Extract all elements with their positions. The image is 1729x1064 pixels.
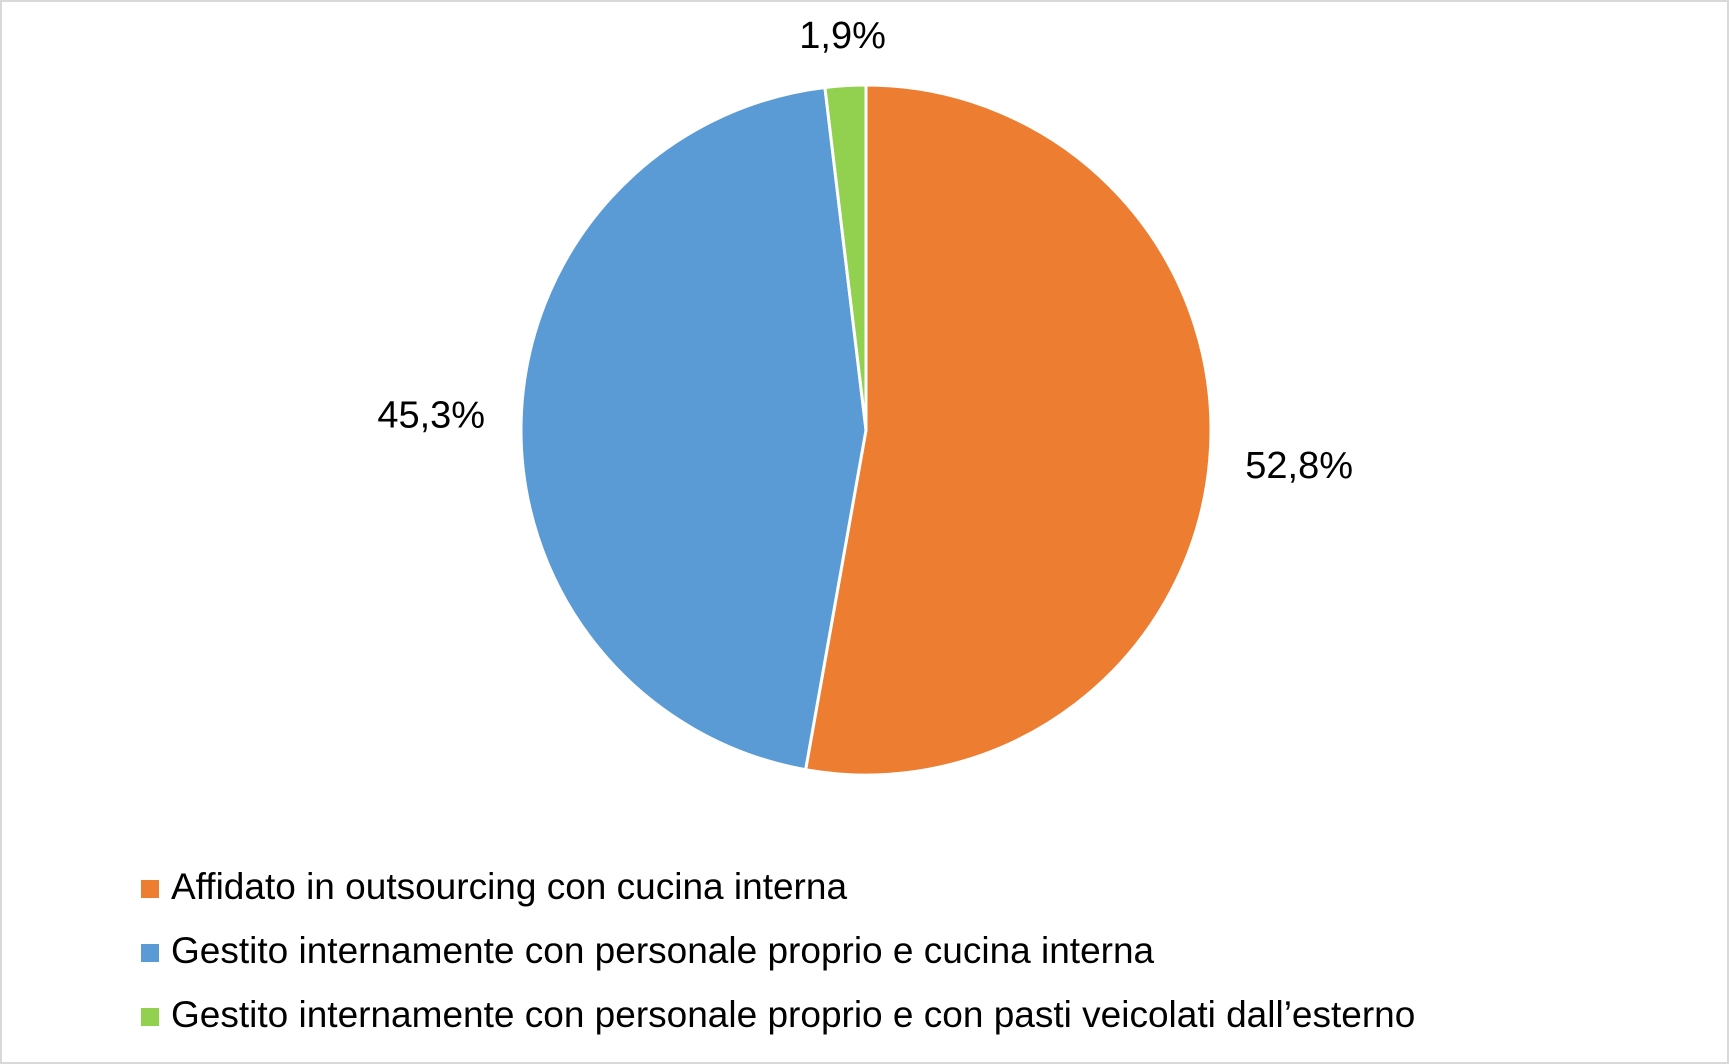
data-label: 45,3%	[377, 395, 485, 437]
legend-label: Gestito internamente con personale propr…	[171, 994, 1415, 1035]
legend-label: Gestito internamente con personale propr…	[171, 930, 1155, 971]
data-label: 1,9%	[799, 15, 886, 57]
data-label: 52,8%	[1245, 445, 1353, 487]
legend-marker	[141, 944, 159, 962]
legend-marker	[141, 880, 159, 898]
pie-slice	[519, 85, 868, 772]
legend-marker	[141, 1008, 159, 1026]
legend-label: Affidato in outsourcing con cucina inter…	[171, 866, 847, 907]
pie-slice	[803, 83, 1213, 777]
pie-slice	[823, 83, 868, 431]
